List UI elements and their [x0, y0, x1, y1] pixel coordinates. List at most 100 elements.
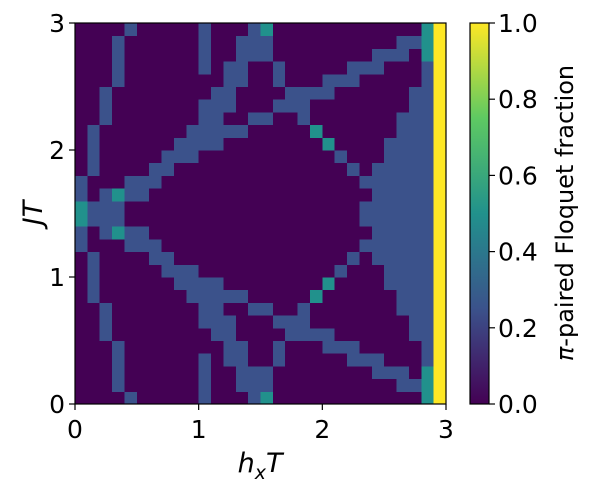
heatmap-cell	[186, 378, 200, 392]
heatmap-cell	[433, 226, 447, 240]
heatmap-cell	[408, 175, 422, 189]
heatmap-cell	[297, 302, 311, 316]
heatmap-cell	[396, 340, 410, 354]
heatmap-cell	[211, 162, 224, 176]
heatmap-cell	[297, 73, 311, 87]
y-label-part: T	[18, 198, 49, 217]
heatmap-cell	[87, 251, 101, 265]
heatmap-cell	[75, 35, 88, 49]
heatmap-cell	[198, 48, 212, 62]
heatmap-cell	[87, 213, 101, 227]
heatmap-cell	[297, 378, 311, 392]
heatmap-cell	[309, 251, 323, 265]
heatmap-cell	[260, 302, 274, 316]
heatmap-cell	[322, 150, 336, 164]
heatmap-cell	[235, 277, 249, 291]
heatmap-cell	[433, 99, 447, 113]
heatmap-cell	[260, 23, 274, 37]
heatmap-cell	[149, 264, 163, 278]
heatmap-cell	[359, 391, 373, 405]
heatmap-cell	[211, 277, 224, 291]
heatmap-cell	[396, 137, 410, 151]
heatmap-cell	[396, 124, 410, 138]
heatmap-cell	[223, 162, 237, 176]
heatmap-cell	[322, 35, 336, 49]
heatmap-cell	[309, 315, 323, 329]
heatmap-cell	[223, 378, 237, 392]
heatmap-cell	[396, 188, 410, 202]
heatmap-cell	[223, 264, 237, 278]
heatmap-cell	[223, 73, 237, 87]
heatmap-cell	[347, 251, 360, 265]
heatmap-cell	[112, 48, 125, 62]
heatmap-cell	[260, 175, 274, 189]
heatmap-cell	[396, 315, 410, 329]
heatmap-cell	[161, 86, 175, 100]
heatmap-cell	[285, 289, 299, 303]
heatmap-cell	[359, 238, 373, 253]
heatmap-cell	[408, 327, 422, 341]
heatmap-cell	[272, 315, 286, 329]
heatmap-cell	[371, 353, 385, 367]
heatmap-cell	[173, 378, 187, 392]
heatmap-cell	[136, 289, 150, 303]
heatmap-cell	[149, 23, 163, 37]
heatmap-cell	[322, 188, 336, 202]
heatmap-cell	[248, 175, 261, 189]
heatmap-cell	[408, 150, 422, 164]
heatmap-cell	[347, 23, 360, 37]
heatmap-cell	[272, 137, 286, 151]
heatmap-cell	[223, 365, 237, 380]
heatmap-cell	[211, 99, 224, 113]
heatmap-cell	[124, 35, 138, 49]
heatmap-cell	[99, 73, 113, 87]
heatmap-cell	[359, 213, 373, 227]
heatmap-cell	[75, 48, 88, 62]
heatmap-cell	[149, 251, 163, 265]
heatmap-cell	[272, 365, 286, 380]
heatmap-cell	[211, 327, 224, 341]
heatmap-cell	[297, 23, 311, 37]
heatmap-cell	[396, 238, 410, 253]
heatmap-cell	[149, 188, 163, 202]
heatmap-cell	[198, 188, 212, 202]
heatmap-cell	[198, 175, 212, 189]
heatmap-cell	[136, 188, 150, 202]
heatmap-cell	[198, 353, 212, 367]
heatmap-cell	[161, 289, 175, 303]
heatmap-cell	[322, 340, 336, 354]
heatmap-cell	[124, 264, 138, 278]
heatmap-cell	[87, 264, 101, 278]
heatmap-cell	[186, 124, 200, 138]
heatmap-cell	[198, 111, 212, 126]
heatmap-cell	[149, 213, 163, 227]
heatmap-cell	[285, 315, 299, 329]
heatmap-cell	[211, 315, 224, 329]
heatmap-cell	[322, 353, 336, 367]
heatmap-cell	[223, 200, 237, 214]
heatmap-cell	[408, 302, 422, 316]
heatmap-cell	[396, 365, 410, 380]
heatmap-cell	[433, 277, 447, 291]
heatmap-cell	[136, 150, 150, 164]
heatmap-cell	[371, 302, 385, 316]
heatmap-cell	[421, 35, 435, 49]
heatmap-cell	[408, 137, 422, 151]
heatmap-cell	[124, 213, 138, 227]
heatmap-cell	[272, 200, 286, 214]
heatmap-cell	[211, 23, 224, 37]
heatmap-cell	[384, 238, 398, 253]
heatmap-cell	[161, 302, 175, 316]
heatmap-cell	[235, 86, 249, 100]
heatmap-cell	[322, 162, 336, 176]
heatmap-cell	[322, 391, 336, 405]
heatmap-cell	[421, 111, 435, 126]
heatmap-cell	[433, 61, 447, 75]
heatmap-cell	[384, 188, 398, 202]
heatmap-cell	[75, 23, 88, 37]
heatmap-cell	[359, 61, 373, 75]
x-label-part: x	[254, 462, 267, 484]
heatmap-cell	[112, 162, 125, 176]
heatmap-cell	[260, 315, 274, 329]
